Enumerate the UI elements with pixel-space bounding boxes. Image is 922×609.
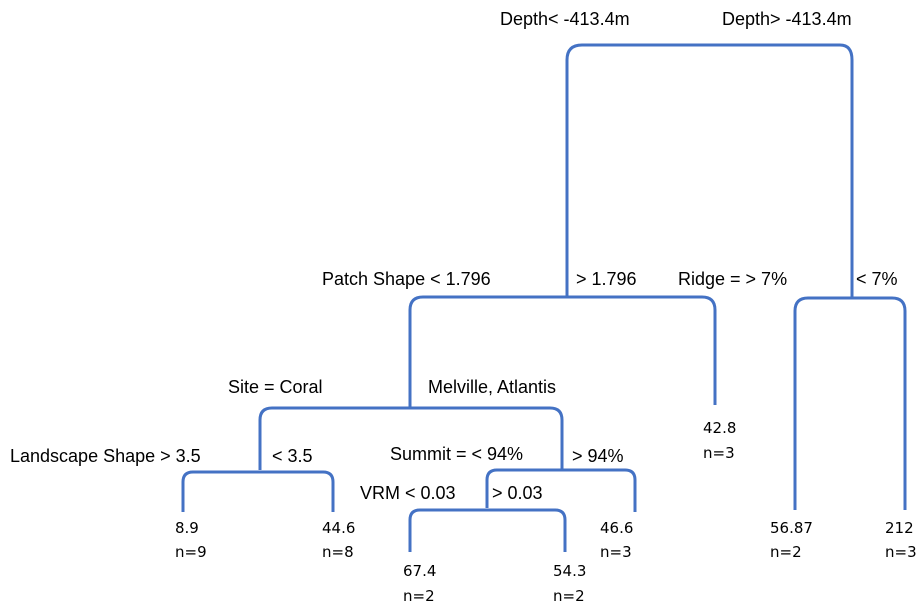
leaf-value: 56.87 bbox=[770, 519, 813, 537]
leaf-value: 42.8 bbox=[703, 419, 736, 437]
leaf-count: n=3 bbox=[885, 543, 917, 561]
split-label: Ridge = > 7% bbox=[678, 269, 787, 289]
leaf-count: n=9 bbox=[175, 543, 207, 561]
leaf-count: n=8 bbox=[322, 543, 354, 561]
split-label: Depth> -413.4m bbox=[722, 9, 852, 29]
branch bbox=[565, 43, 854, 297]
leaf-count: n=2 bbox=[770, 543, 802, 561]
split-label: > 0.03 bbox=[492, 483, 543, 503]
split-label: > 94% bbox=[572, 446, 624, 466]
leaf-count: n=2 bbox=[403, 587, 435, 605]
leaf-value: 212 bbox=[885, 519, 914, 537]
leaf-value: 67.4 bbox=[403, 562, 436, 580]
split-label: Melville, Atlantis bbox=[428, 377, 556, 397]
branch bbox=[408, 508, 567, 552]
leaf-value: 54.3 bbox=[553, 562, 586, 580]
leaf-count: n=3 bbox=[600, 543, 632, 561]
split-label: Landscape Shape > 3.5 bbox=[10, 446, 201, 466]
split-label: < 3.5 bbox=[272, 446, 313, 466]
split-label: VRM < 0.03 bbox=[360, 483, 456, 503]
leaf-value: 46.6 bbox=[600, 519, 633, 537]
split-label: Depth< -413.4m bbox=[500, 9, 630, 29]
split-label: < 7% bbox=[856, 269, 898, 289]
split-label: Summit = < 94% bbox=[390, 444, 523, 464]
branch bbox=[485, 468, 637, 512]
leaf-count: n=3 bbox=[703, 444, 735, 462]
leaf-count: n=2 bbox=[553, 587, 585, 605]
split-label: Site = Coral bbox=[228, 377, 323, 397]
branch bbox=[408, 295, 717, 408]
leaf-value: 44.6 bbox=[322, 519, 355, 537]
leaf-value: 8.9 bbox=[175, 519, 199, 537]
branch bbox=[181, 470, 335, 512]
branch bbox=[258, 406, 564, 470]
branch bbox=[793, 296, 907, 510]
split-label: > 1.796 bbox=[576, 269, 637, 289]
split-label: Patch Shape < 1.796 bbox=[322, 269, 491, 289]
